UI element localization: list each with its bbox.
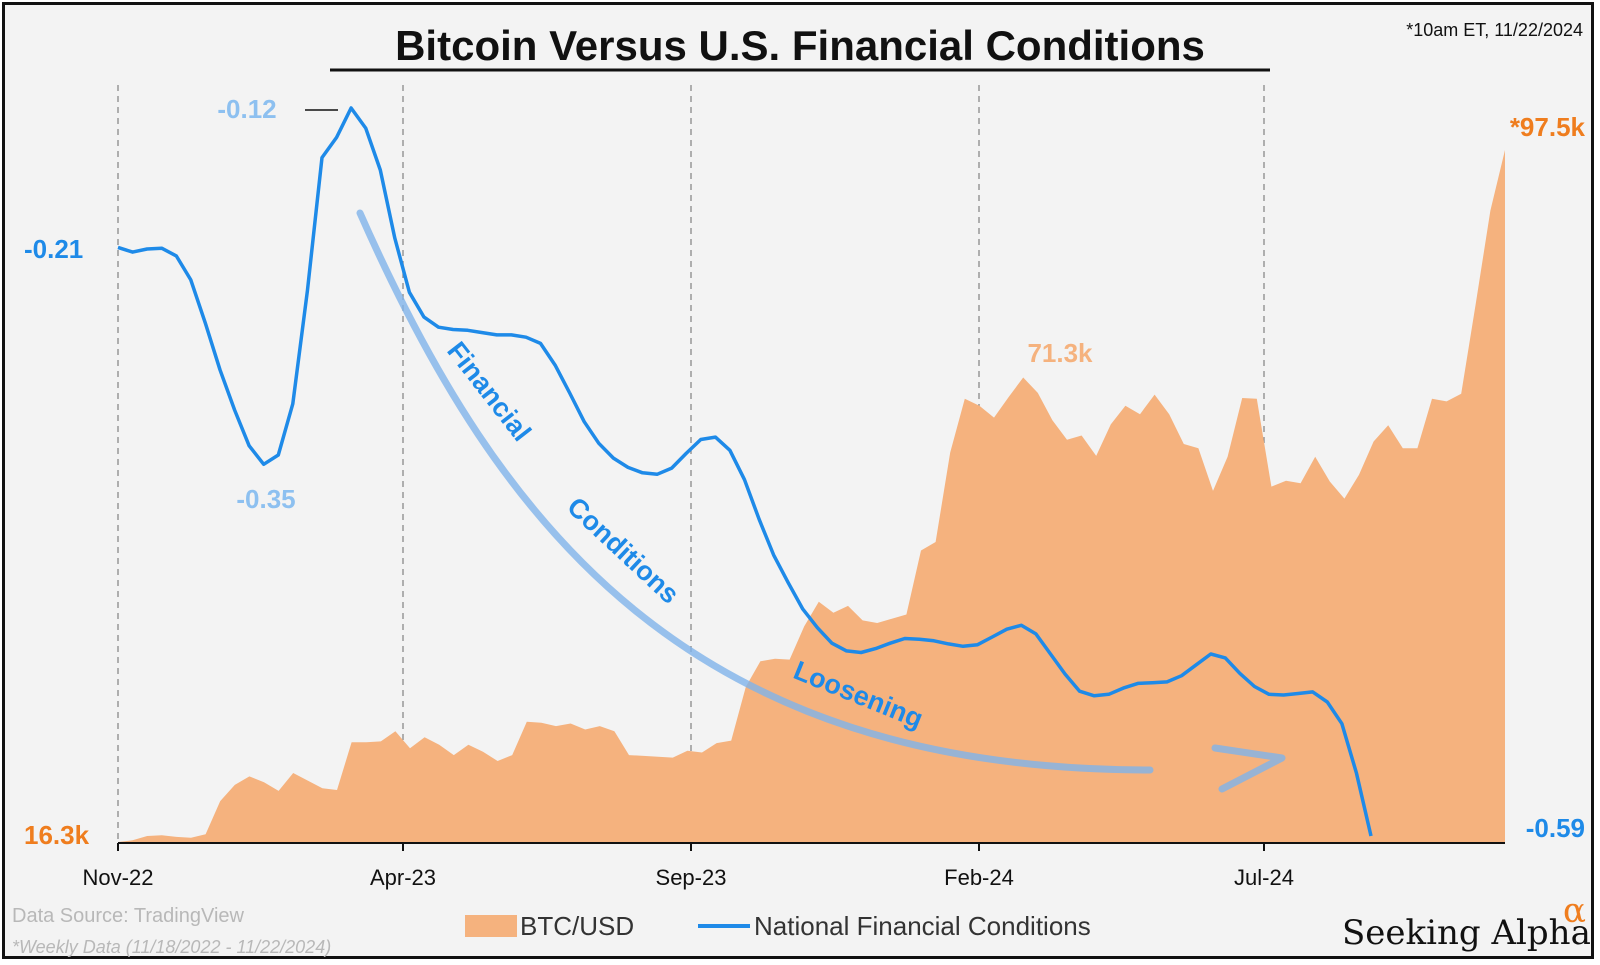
legend-label-btc: BTC/USD — [520, 911, 634, 941]
nfc-low-label: -0.35 — [236, 484, 295, 514]
arrow-label-financial: Financial — [441, 336, 537, 447]
btc-area-series — [118, 150, 1505, 843]
arrow-label-conditions: Conditions — [561, 491, 685, 609]
loosening-arrow — [356, 209, 1286, 793]
legend-label-nfc: National Financial Conditions — [754, 911, 1091, 941]
legend: BTC/USD National Financial Conditions — [465, 911, 1091, 941]
x-tick-label: Nov-22 — [83, 865, 154, 890]
x-tick-label: Sep-23 — [656, 865, 727, 890]
btc-peak-label: 71.3k — [1027, 338, 1093, 368]
arrow-head — [1211, 744, 1286, 793]
nfc-start-label: -0.21 — [24, 234, 83, 264]
brand-logo: Seeking Alpha — [1342, 913, 1591, 953]
data-note: *Weekly Data (11/18/2022 - 11/22/2024) — [12, 937, 331, 957]
x-tick-label: Apr-23 — [370, 865, 436, 890]
data-source: Data Source: TradingView — [12, 905, 245, 927]
btc-start-label: 16.3k — [24, 820, 90, 850]
nfc-line-series — [117, 106, 1373, 837]
nfc-end-label: -0.59 — [1526, 813, 1585, 843]
legend-swatch-btc — [465, 915, 517, 937]
arrow-shaft — [356, 209, 1154, 774]
x-axis-ticks: Nov-22 Apr-23 Sep-23 Feb-24 Jul-24 — [83, 843, 1294, 890]
brand-alpha-icon: α — [1563, 891, 1586, 931]
x-tick-label: Feb-24 — [944, 865, 1014, 890]
btc-max-label: *97.5k — [1510, 112, 1586, 142]
timestamp-note: *10am ET, 11/22/2024 — [1406, 20, 1583, 40]
chart-title: Bitcoin Versus U.S. Financial Conditions — [395, 22, 1205, 69]
nfc-high-label: -0.12 — [217, 94, 276, 124]
x-tick-label: Jul-24 — [1234, 865, 1294, 890]
